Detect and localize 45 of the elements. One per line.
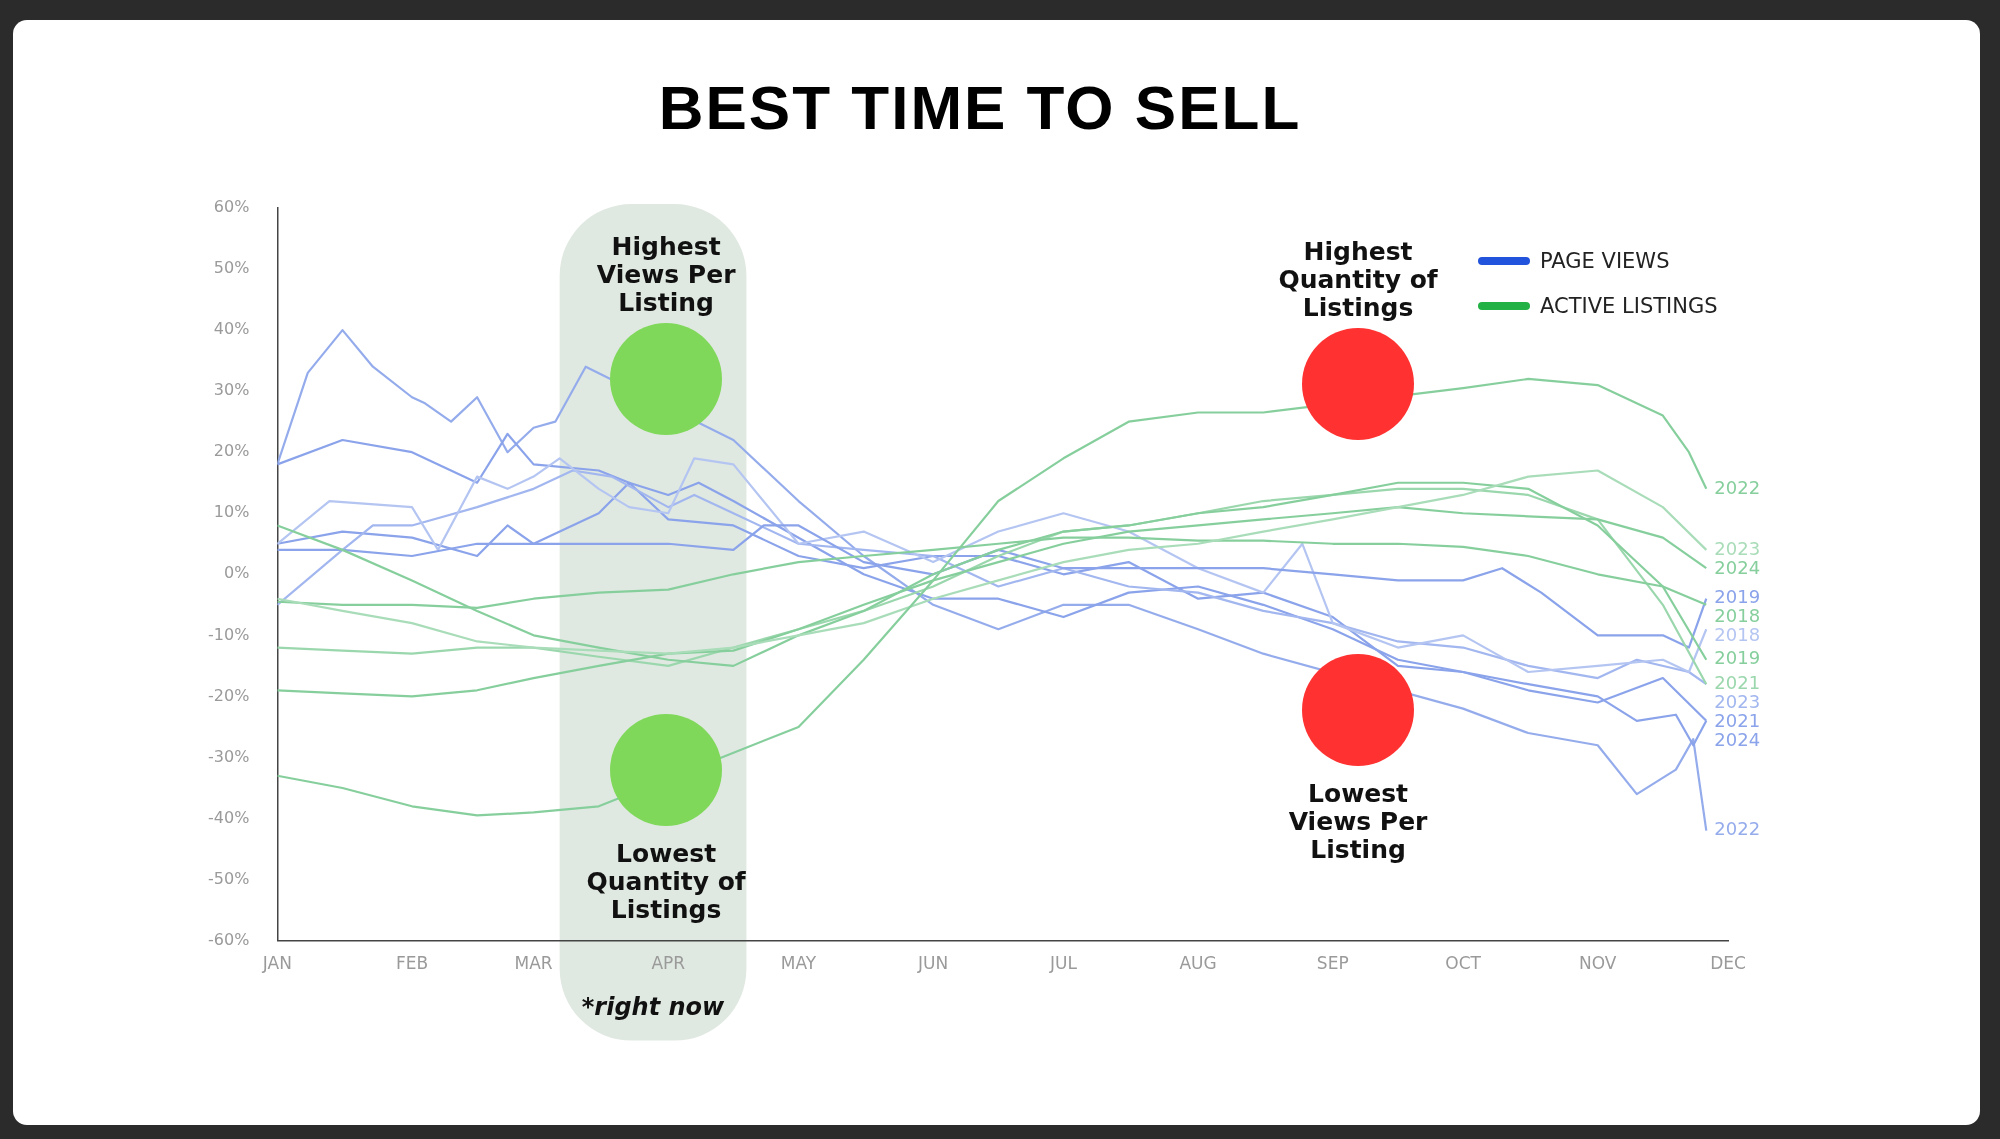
- y-tick-label: -40%: [207, 807, 250, 827]
- y-tick-label: 30%: [213, 380, 250, 400]
- x-tick-label: JUL: [1049, 953, 1078, 974]
- x-tick-label: MAY: [780, 953, 817, 974]
- annotation: Lowest Quantity of Listings: [585, 838, 747, 924]
- series-label: 2024: [1714, 728, 1761, 750]
- y-tick-label: -30%: [207, 746, 250, 766]
- y-tick-label: -50%: [207, 868, 250, 888]
- series-label: 2023: [1714, 537, 1761, 559]
- series-label: 2022: [1714, 818, 1761, 840]
- y-tick-label: -60%: [207, 929, 250, 949]
- series-label: 2019: [1714, 647, 1761, 669]
- series-label: 2023: [1714, 690, 1761, 712]
- x-tick-label: SEP: [1316, 953, 1349, 974]
- x-tick-label: MAR: [514, 953, 553, 974]
- y-tick-label: 60%: [213, 197, 250, 217]
- x-tick-label: APR: [651, 953, 686, 974]
- x-tick-label: JAN: [261, 953, 292, 974]
- y-tick-label: 10%: [213, 502, 250, 522]
- x-tick-label: AUG: [1179, 953, 1217, 974]
- y-tick-label: 0%: [223, 563, 250, 583]
- x-tick-label: NOV: [1578, 953, 1617, 974]
- band-label: *right now: [581, 992, 726, 1021]
- legend-label: ACTIVE LISTINGS: [1540, 293, 1718, 318]
- series-label: 2021: [1714, 671, 1761, 693]
- y-tick-label: 20%: [213, 441, 250, 461]
- x-tick-label: JUN: [917, 953, 949, 974]
- series-label: 2021: [1714, 709, 1761, 731]
- x-tick-label: DEC: [1710, 953, 1746, 974]
- x-tick-label: FEB: [395, 953, 429, 974]
- y-tick-label: 50%: [213, 258, 250, 278]
- annotation: Highest Views Per Listing: [595, 231, 737, 317]
- annotation: Highest Quantity of Listings: [1277, 236, 1439, 322]
- x-tick-label: OCT: [1445, 953, 1482, 974]
- series-label: 2022: [1714, 476, 1761, 498]
- y-tick-label: -10%: [207, 624, 250, 644]
- series-label: 2019: [1714, 586, 1761, 608]
- series-label: 2024: [1714, 556, 1761, 578]
- y-tick-label: 40%: [213, 319, 250, 339]
- series-label: 2018: [1714, 624, 1761, 646]
- series-label: 2018: [1714, 605, 1761, 627]
- chart-title: BEST TIME TO SELL: [657, 72, 1303, 143]
- legend-label: PAGE VIEWS: [1540, 248, 1670, 273]
- annotation: Lowest Views Per Listing: [1287, 778, 1429, 864]
- y-tick-label: -20%: [207, 685, 250, 705]
